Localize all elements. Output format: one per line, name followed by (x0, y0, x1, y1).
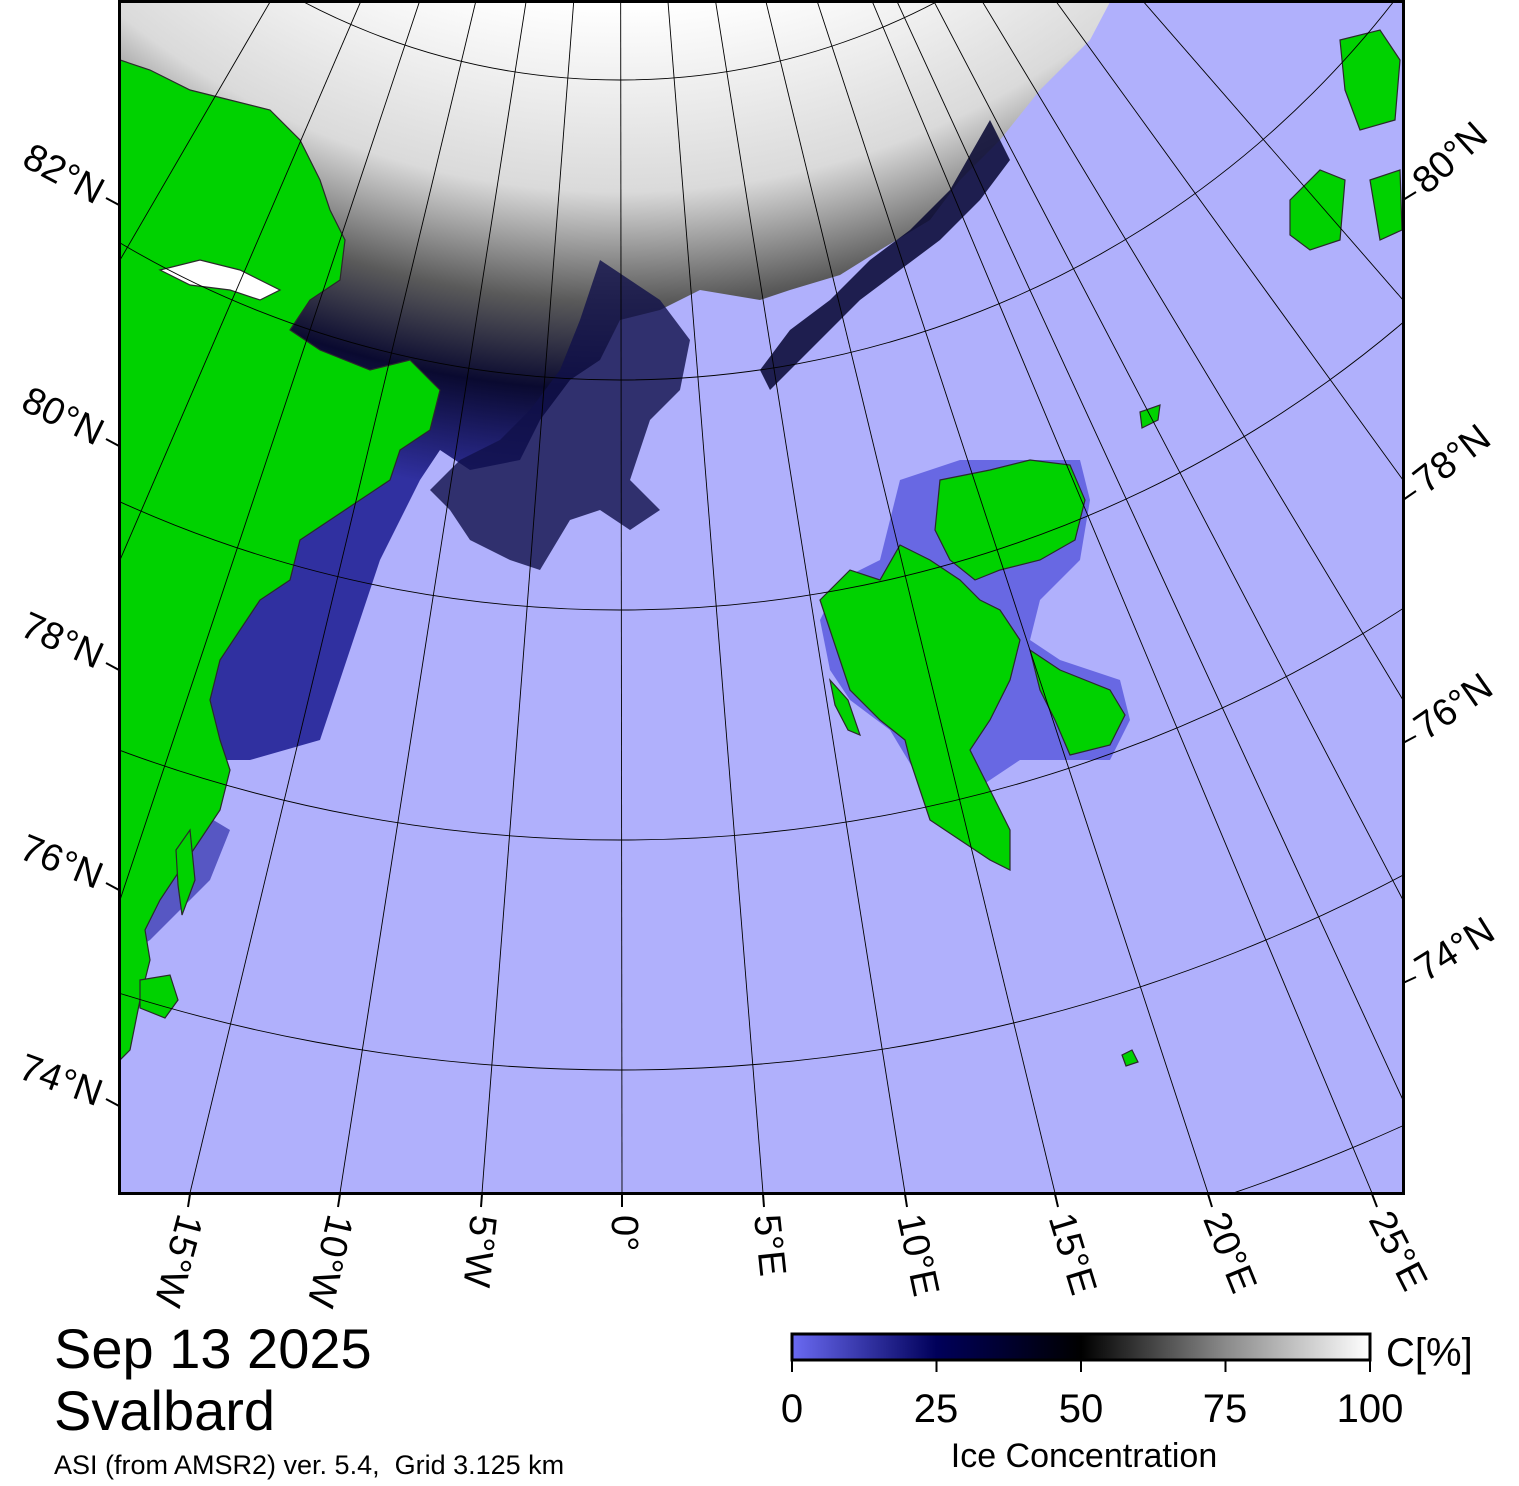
colorbar (790, 1332, 1372, 1372)
nordaustlandet (934, 459, 1086, 581)
lon-label-10w: 10°W (298, 1211, 360, 1312)
spitsbergen (819, 544, 1021, 871)
longitude-labels: 15°W 10°W 5°W 0° 5°E 10°E 15°E 20°E 25°E (145, 1205, 1435, 1312)
lat-label-left-74n: 74°N (14, 1046, 108, 1115)
lon-label-5w: 5°W (455, 1213, 504, 1289)
colorbar-tick-label-25: 25 (913, 1387, 959, 1431)
graticule (120, 2, 1403, 1193)
colorbar-title: Ice Concentration (950, 1437, 1218, 1475)
lon-label-15e: 15°E (1040, 1208, 1104, 1299)
colorbar-gradient (790, 1332, 1372, 1362)
lon-label-5e: 5°E (745, 1213, 793, 1279)
lat-label-left-76n: 76°N (14, 827, 108, 898)
colorbar-unit: C[%] (1386, 1331, 1473, 1375)
product-info: ASI (from AMSR2) ver. 5.4, Grid 3.125 km (54, 1450, 565, 1480)
kvitoya (1139, 404, 1161, 429)
bjornoya (1121, 1049, 1139, 1067)
edgeoya (1029, 648, 1126, 756)
lon-label-25e: 25°E (1360, 1205, 1435, 1298)
map-frame (118, 0, 1405, 1195)
greenland-landmass (120, 59, 441, 1061)
lat-label-left-82n: 82°N (16, 136, 111, 213)
lat-label-right-78n: 78°N (1406, 417, 1499, 502)
lon-label-0: 0° (603, 1215, 645, 1251)
lon-label-10e: 10°E (888, 1210, 946, 1300)
colorbar-tick-label-100: 100 (1336, 1387, 1404, 1431)
greenland-north-inlet (158, 259, 282, 301)
lon-label-15w: 15°W (145, 1210, 210, 1311)
lat-label-left-80n: 80°N (15, 379, 110, 454)
lat-label-right-76n: 76°N (1407, 665, 1501, 748)
map-date: Sep 13 2025 (54, 1317, 372, 1380)
lat-label-left-78n: 78°N (15, 604, 110, 677)
map-region: Svalbard (54, 1379, 276, 1442)
frame-ticks (105, 191, 1417, 1208)
greenland-island-2 (175, 828, 196, 916)
prins-karls-forland (828, 677, 861, 737)
land (120, 29, 1403, 1067)
lat-label-right-80n: 80°N (1405, 114, 1496, 202)
colorbar-tick-label-0: 0 (780, 1387, 804, 1431)
colorbar-tick-label-50: 50 (1058, 1387, 1104, 1431)
lon-label-20e: 20°E (1194, 1206, 1264, 1299)
latitude-labels-left: 82°N 80°N 78°N 76°N 74°N (14, 136, 111, 1115)
colorbar-tick-label-75: 75 (1202, 1387, 1248, 1431)
latitude-labels-right: 80°N 78°N 76°N 74°N (1405, 114, 1502, 990)
colorbar-ticks (791, 1360, 1371, 1372)
lat-label-right-74n: 74°N (1408, 910, 1502, 991)
